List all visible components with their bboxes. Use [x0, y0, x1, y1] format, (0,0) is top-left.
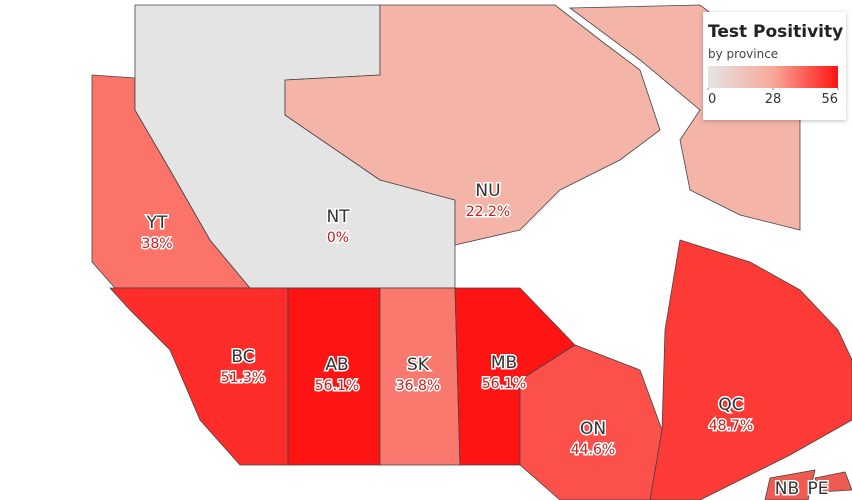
legend-tick-label: 56 — [821, 92, 838, 107]
province-code: SK — [407, 355, 430, 375]
province-code: QC — [718, 395, 743, 415]
legend-tick-label: 0 — [708, 92, 716, 107]
legend: Test Positivity by province 0 28 56 — [703, 12, 846, 120]
value-label: 0% — [327, 230, 349, 246]
province-code: NT — [326, 207, 350, 227]
value-label: 56.1% — [315, 378, 359, 394]
province-code: YT — [146, 213, 168, 233]
province — [287, 287, 381, 466]
province-code: NB — [775, 479, 799, 499]
legend-title: Test Positivity — [708, 22, 843, 42]
value-label: 22.2% — [466, 204, 510, 220]
labels: YT 38% NT 0% NU 22.2% BC 51.3% AB 56.1% SK 36.8% MB 5… — [140, 180, 830, 500]
value-label: 48.7% — [709, 418, 753, 434]
province-code: ON — [580, 419, 606, 439]
value-label: 38% — [141, 236, 172, 252]
legend-subtitle: by province — [708, 47, 778, 61]
province — [379, 287, 461, 466]
province-code: PE — [808, 479, 829, 499]
value-label: 51.3% — [221, 370, 265, 386]
province — [649, 239, 852, 500]
province-code: MB — [491, 353, 517, 373]
province — [284, 4, 661, 246]
province — [814, 471, 852, 493]
value-label: 56.1% — [482, 376, 526, 392]
value-label: 44.6% — [571, 442, 615, 458]
province-code: AB — [325, 355, 348, 375]
province — [764, 469, 816, 500]
value-label: 36.8% — [396, 378, 440, 394]
regions — [91, 4, 852, 500]
province-code: BC — [231, 347, 254, 367]
legend-tick-label: 28 — [765, 92, 782, 107]
legend-gradient — [708, 66, 838, 88]
province-code: NU — [475, 181, 500, 201]
